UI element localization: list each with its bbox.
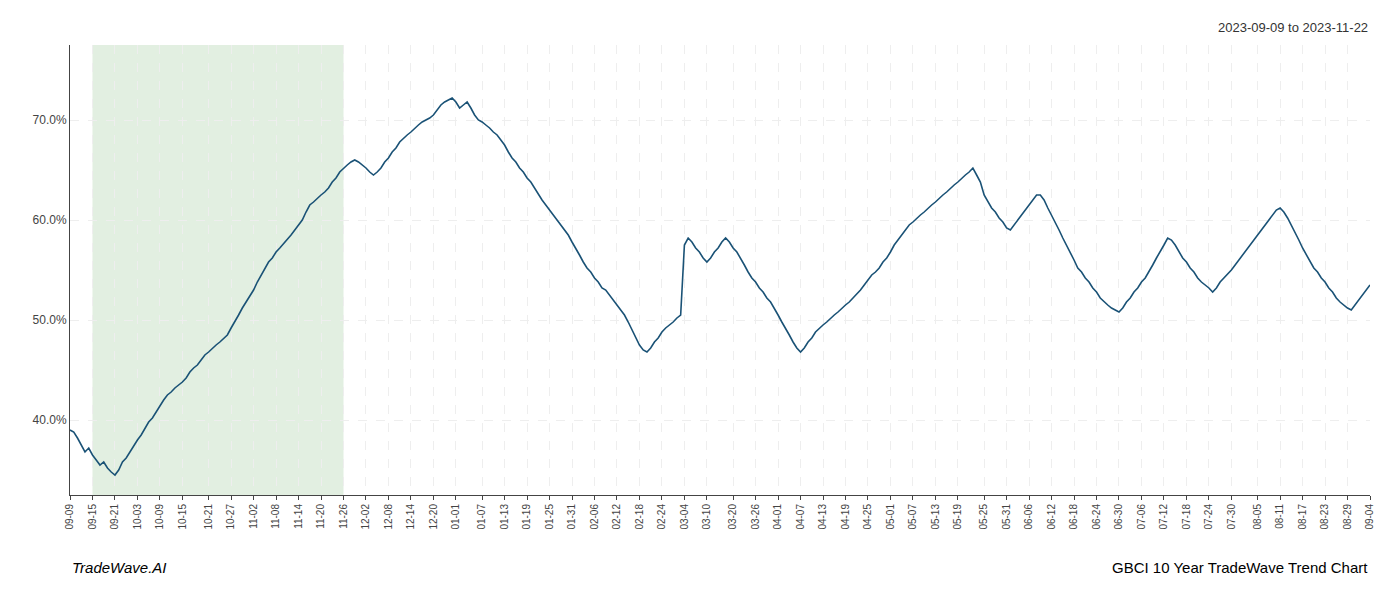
svg-text:02-06: 02-06 (589, 504, 600, 530)
svg-text:12-08: 12-08 (383, 504, 394, 530)
svg-text:11-26: 11-26 (338, 504, 349, 529)
svg-text:03-04: 03-04 (679, 504, 690, 530)
svg-text:12-14: 12-14 (405, 504, 416, 530)
svg-text:06-24: 06-24 (1091, 504, 1102, 530)
svg-text:08-05: 08-05 (1252, 504, 1263, 530)
svg-text:11-08: 11-08 (270, 504, 281, 529)
svg-text:10-03: 10-03 (132, 504, 143, 530)
svg-text:07-30: 07-30 (1226, 504, 1237, 530)
svg-text:02-12: 02-12 (611, 504, 622, 530)
svg-text:04-13: 04-13 (817, 504, 828, 530)
svg-text:01-07: 01-07 (476, 504, 487, 530)
svg-text:04-01: 04-01 (772, 504, 783, 530)
svg-text:07-06: 07-06 (1136, 504, 1147, 530)
svg-text:11-02: 11-02 (248, 504, 259, 529)
svg-text:08-17: 08-17 (1297, 504, 1308, 530)
svg-text:10-21: 10-21 (203, 504, 214, 530)
svg-text:11-14: 11-14 (293, 504, 304, 529)
svg-text:70.0%: 70.0% (33, 113, 67, 127)
svg-text:02-18: 02-18 (634, 504, 645, 530)
svg-text:10-09: 10-09 (154, 504, 165, 530)
svg-text:05-13: 05-13 (930, 504, 941, 530)
svg-text:05-25: 05-25 (978, 504, 989, 530)
svg-text:TradeWave.AI: TradeWave.AI (72, 559, 166, 576)
svg-text:04-25: 04-25 (862, 504, 873, 530)
svg-text:08-29: 08-29 (1342, 504, 1353, 530)
svg-text:05-07: 05-07 (907, 504, 918, 530)
svg-text:09-15: 09-15 (87, 504, 98, 530)
svg-text:03-10: 03-10 (701, 504, 712, 530)
svg-text:12-20: 12-20 (428, 504, 439, 530)
svg-text:04-07: 04-07 (795, 504, 806, 530)
svg-text:09-09: 09-09 (64, 504, 75, 530)
svg-text:07-12: 07-12 (1158, 504, 1169, 530)
svg-text:08-23: 08-23 (1319, 504, 1330, 530)
svg-text:2023-09-09 to 2023-11-22: 2023-09-09 to 2023-11-22 (1218, 20, 1368, 35)
svg-text:04-19: 04-19 (840, 504, 851, 530)
svg-text:09-21: 09-21 (109, 504, 120, 530)
svg-text:03-20: 03-20 (727, 504, 738, 530)
svg-text:07-24: 07-24 (1203, 504, 1214, 530)
svg-text:60.0%: 60.0% (33, 213, 67, 227)
svg-text:08-11: 08-11 (1274, 504, 1285, 529)
svg-text:02-24: 02-24 (656, 504, 667, 530)
svg-text:06-30: 06-30 (1113, 504, 1124, 530)
svg-text:01-01: 01-01 (450, 504, 461, 530)
svg-text:10-15: 10-15 (177, 504, 188, 530)
svg-text:05-01: 05-01 (885, 504, 896, 530)
svg-text:09-04: 09-04 (1364, 504, 1375, 530)
svg-text:01-19: 01-19 (521, 504, 532, 530)
svg-text:01-25: 01-25 (544, 504, 555, 530)
svg-text:05-19: 05-19 (952, 504, 963, 530)
svg-text:06-18: 06-18 (1068, 504, 1079, 530)
svg-text:05-31: 05-31 (1001, 504, 1012, 530)
svg-text:01-31: 01-31 (566, 504, 577, 530)
svg-text:06-12: 06-12 (1046, 504, 1057, 530)
svg-text:GBCI 10 Year TradeWave Trend C: GBCI 10 Year TradeWave Trend Chart (1112, 559, 1368, 576)
svg-text:12-02: 12-02 (360, 504, 371, 530)
svg-text:40.0%: 40.0% (33, 413, 67, 427)
svg-text:06-06: 06-06 (1023, 504, 1034, 530)
svg-text:01-13: 01-13 (499, 504, 510, 530)
svg-text:03-26: 03-26 (750, 504, 761, 530)
svg-text:50.0%: 50.0% (33, 313, 67, 327)
svg-text:11-20: 11-20 (315, 504, 326, 529)
svg-text:10-27: 10-27 (225, 504, 236, 530)
svg-text:07-18: 07-18 (1181, 504, 1192, 530)
